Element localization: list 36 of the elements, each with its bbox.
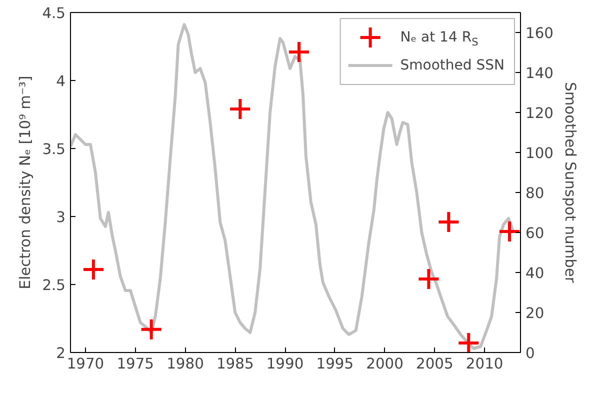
point xyxy=(498,220,520,243)
y2-axis-title: Smoothed Sunspot number xyxy=(561,82,578,284)
x-tick-label: 2010 xyxy=(466,356,504,372)
point xyxy=(228,98,252,121)
y-tick-label: 2.5 xyxy=(42,277,66,294)
x-tick-label: 1985 xyxy=(216,356,254,372)
x-tick-label: 1995 xyxy=(316,356,354,372)
point xyxy=(140,318,163,341)
y-tick-label: 4.5 xyxy=(42,5,66,22)
y2-tick-label: 80 xyxy=(526,185,544,202)
x-tick-label: 1975 xyxy=(116,356,154,372)
y-tick-label: 2 xyxy=(56,345,66,362)
y-axis-title: Electron density Nₑ [10⁹ m⁻³] xyxy=(17,76,34,290)
y2-tick-label: 0 xyxy=(526,345,535,362)
y2-tick-label: 140 xyxy=(526,65,554,82)
point xyxy=(437,210,460,234)
legend-label: Smoothed SSN xyxy=(400,58,504,74)
y2-tick-label: 160 xyxy=(526,25,554,42)
y2-tick-label: 60 xyxy=(526,225,544,242)
x-tick-label: 1970 xyxy=(66,356,104,372)
point xyxy=(82,258,105,282)
x-tick-label: 2000 xyxy=(366,356,404,372)
x-tick-label: 1990 xyxy=(266,356,304,372)
point xyxy=(417,268,440,291)
y-tick-label: 4 xyxy=(56,73,66,90)
y-tick-label: 3.5 xyxy=(42,141,66,158)
point xyxy=(287,40,310,64)
y2-tick-label: 120 xyxy=(526,105,554,122)
point xyxy=(457,331,480,352)
y2-tick-label: 20 xyxy=(526,305,544,322)
x-tick-label: 2005 xyxy=(416,356,454,372)
y-tick-label: 3 xyxy=(56,209,66,226)
y2-tick-label: 40 xyxy=(526,265,544,282)
y2-tick-label: 100 xyxy=(526,145,554,162)
x-tick-label: 1980 xyxy=(166,356,204,372)
line-series xyxy=(70,23,516,350)
